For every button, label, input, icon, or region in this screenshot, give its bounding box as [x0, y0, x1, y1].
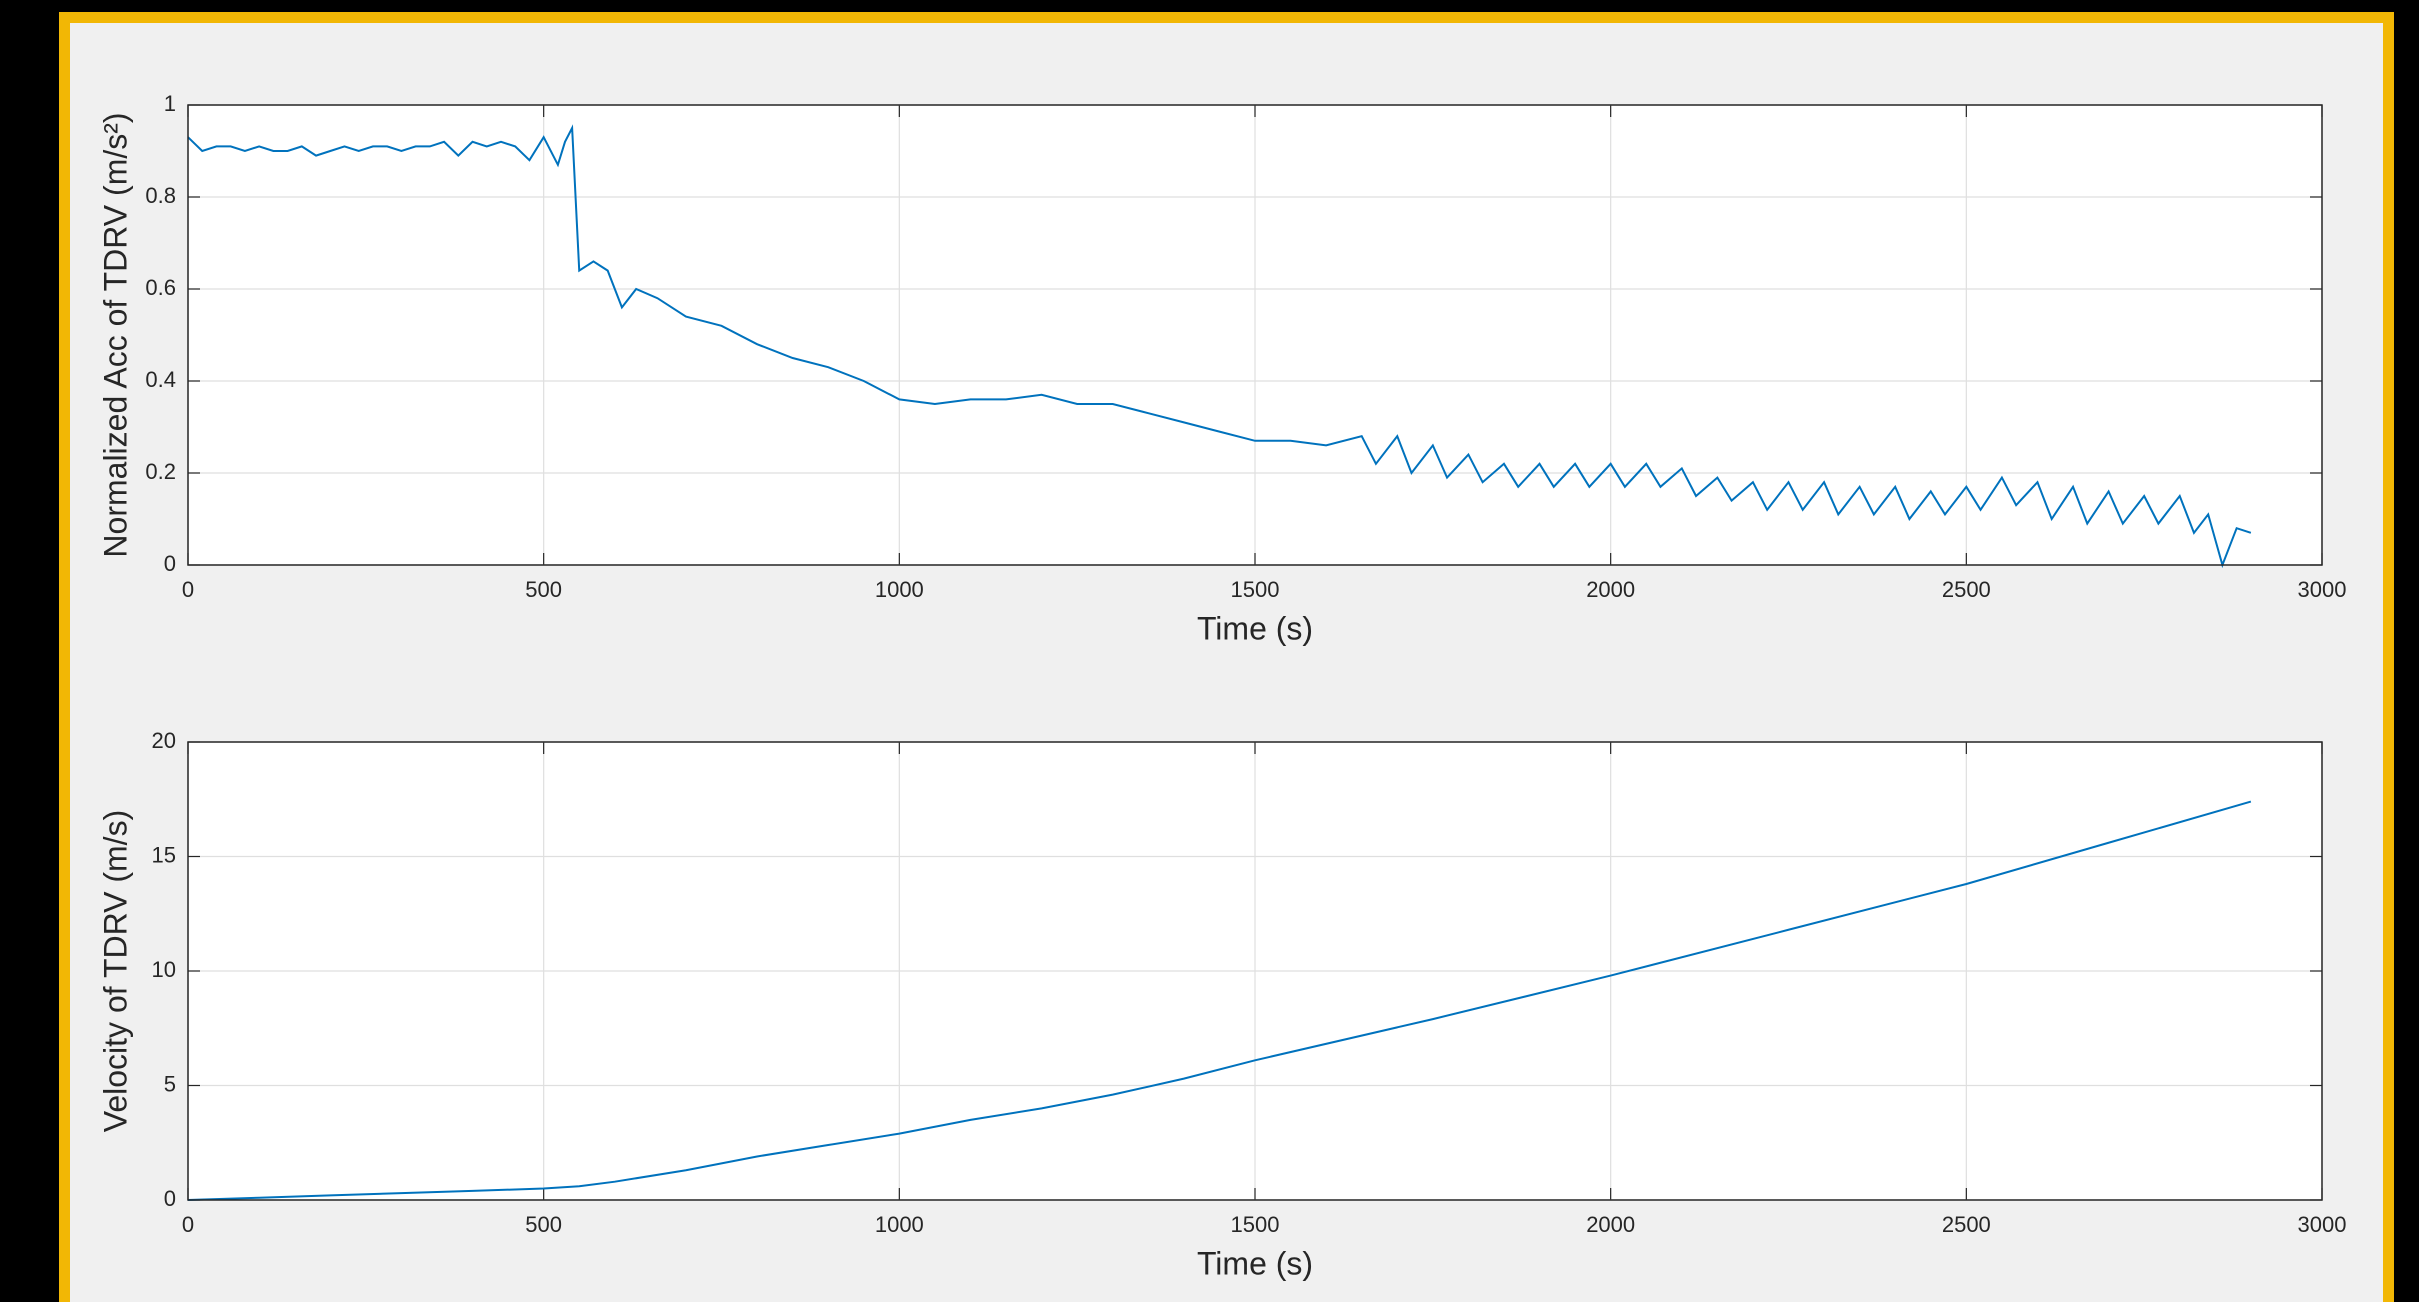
x-tick-label: 2000 — [1586, 1212, 1635, 1237]
x-tick-label: 1000 — [875, 577, 924, 602]
x-tick-label: 1500 — [1231, 1212, 1280, 1237]
y-tick-label: 10 — [152, 957, 176, 982]
y-tick-label: 20 — [152, 728, 176, 753]
data-line — [187, 124, 2252, 569]
x-tick-label: 3000 — [2298, 1212, 2347, 1237]
x-tick-label: 0 — [182, 1212, 194, 1237]
y-tick-label: 0.2 — [145, 459, 176, 484]
x-tick-label: 500 — [525, 577, 562, 602]
data-line — [187, 800, 2252, 1201]
x-tick-label: 2500 — [1942, 1212, 1991, 1237]
x-axis-label: Time (s) — [1197, 610, 1313, 646]
x-tick-label: 3000 — [2298, 577, 2347, 602]
y-tick-label: 0.6 — [145, 275, 176, 300]
y-tick-label: 15 — [152, 842, 176, 867]
y-tick-label: 0.4 — [145, 367, 176, 392]
y-tick-label: 0.8 — [145, 183, 176, 208]
y-tick-label: 1 — [164, 91, 176, 116]
x-tick-label: 500 — [525, 1212, 562, 1237]
y-axis-label: Velocity of TDRV (m/s) — [97, 810, 133, 1132]
x-tick-label: 1500 — [1231, 577, 1280, 602]
y-tick-label: 0 — [164, 551, 176, 576]
axes-box — [187, 741, 2323, 1201]
y-tick-label: 0 — [164, 1186, 176, 1211]
y-tick-label: 5 — [164, 1071, 176, 1096]
axes-box — [187, 104, 2323, 566]
x-tick-label: 2500 — [1942, 577, 1991, 602]
x-tick-label: 0 — [182, 577, 194, 602]
x-tick-label: 1000 — [875, 1212, 924, 1237]
x-tick-label: 2000 — [1586, 577, 1635, 602]
y-axis-label: Normalized Acc of TDRV (m/s²) — [97, 112, 133, 557]
x-axis-label: Time (s) — [1197, 1245, 1313, 1281]
